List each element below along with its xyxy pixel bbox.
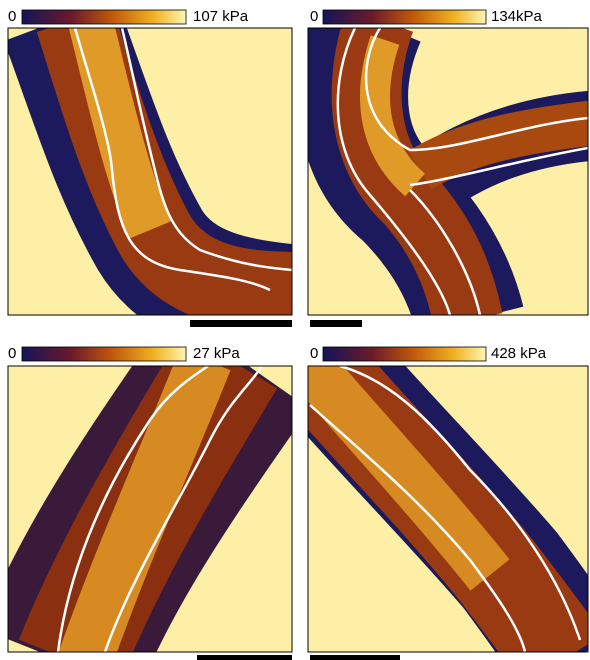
scale-bar — [190, 320, 292, 327]
panel: 0 107 kPa — [7, 8, 293, 327]
scale-max: 27 kPa — [193, 345, 240, 362]
scale-bar — [310, 655, 400, 660]
scale-min: 0 — [310, 8, 318, 25]
scale-max: 428 kPa — [491, 345, 547, 362]
colorbar — [322, 9, 487, 25]
scale-bar — [197, 655, 292, 660]
panel: 0 134kPa — [307, 8, 589, 327]
stiffness-map — [308, 28, 588, 315]
colorbar — [21, 9, 187, 25]
stiffness-map — [308, 366, 588, 652]
colorbar — [322, 346, 487, 362]
scale-bar — [310, 320, 362, 327]
scale-max: 134kPa — [491, 8, 543, 25]
scale-min: 0 — [310, 345, 318, 362]
stiffness-map — [8, 366, 292, 652]
scale-min: 0 — [8, 345, 16, 362]
colorbar — [21, 346, 187, 362]
stiffness-map — [8, 28, 292, 315]
panel: 0 27 kPa — [7, 345, 293, 660]
scale-min: 0 — [8, 8, 16, 25]
scale-max: 107 kPa — [193, 8, 249, 25]
panel: 0 428 kPa — [307, 345, 589, 660]
